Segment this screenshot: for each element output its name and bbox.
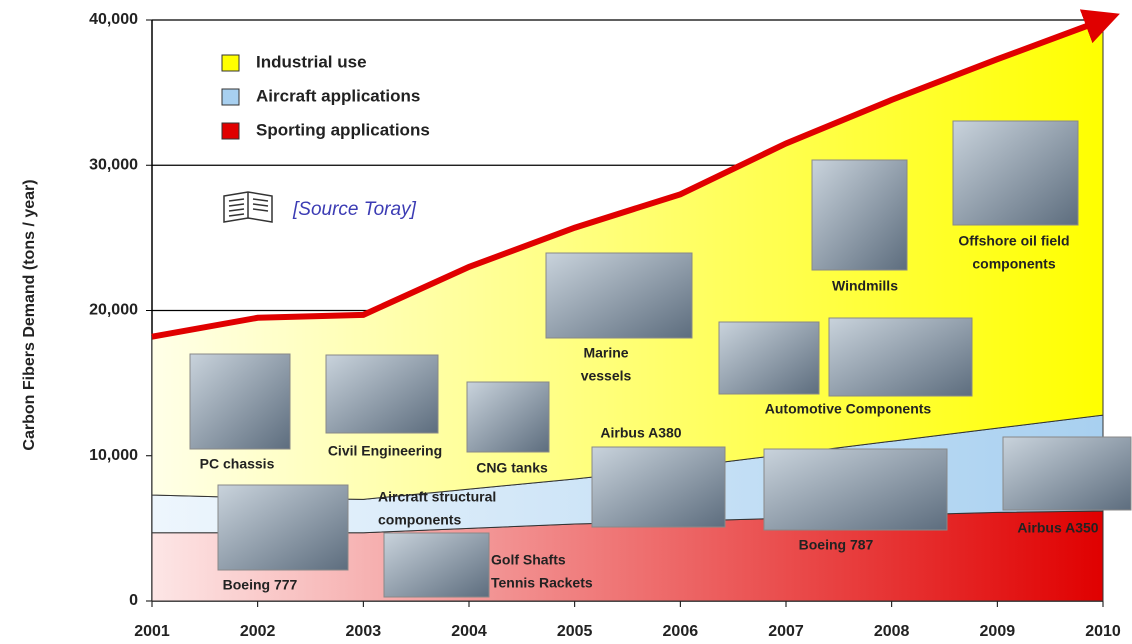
photo-placeholder <box>466 381 550 453</box>
legend-label: Sporting applications <box>256 120 430 139</box>
legend-swatch <box>221 54 240 72</box>
photo-placeholder <box>1002 436 1132 511</box>
source-note: [Source Toray] <box>292 199 417 220</box>
annotation: Windmills <box>832 278 898 294</box>
x-tick-label: 2008 <box>874 623 910 640</box>
annotation: Airbus A350 <box>1017 520 1098 536</box>
legend-swatch <box>221 122 240 140</box>
photo-placeholder <box>189 353 291 450</box>
x-tick-label: 2001 <box>134 623 170 640</box>
photo-placeholder <box>952 120 1079 226</box>
annotation: components <box>972 256 1055 272</box>
x-tick-label: 2005 <box>557 623 593 640</box>
annotation: vessels <box>581 368 632 384</box>
y-tick-label: 40,000 <box>89 11 138 28</box>
annotation: PC chassis <box>200 456 275 472</box>
x-tick-label: 2002 <box>240 623 276 640</box>
photo-placeholder <box>828 317 973 397</box>
x-tick-label: 2009 <box>980 623 1016 640</box>
legend-swatch <box>221 88 240 106</box>
annotation: Civil Engineering <box>328 443 442 459</box>
annotation: CNG tanks <box>476 460 548 476</box>
photo-placeholder <box>718 321 820 395</box>
book-icon <box>223 191 273 223</box>
y-tick-label: 20,000 <box>89 302 138 319</box>
x-tick-label: 2010 <box>1085 623 1121 640</box>
annotation: Offshore oil field <box>958 233 1069 249</box>
x-tick-label: 2006 <box>663 623 699 640</box>
y-axis-label: Carbon Fibers Demand (tons / year) <box>21 179 38 450</box>
trend-arrow <box>151 9 1120 340</box>
photo-placeholder <box>591 446 726 528</box>
y-tick-label: 10,000 <box>89 447 138 464</box>
photo-placeholder <box>383 532 490 598</box>
annotation: Automotive Components <box>765 401 932 417</box>
annotation: Aircraft structural <box>378 489 496 505</box>
legend-label: Industrial use <box>256 52 367 71</box>
x-tick-label: 2004 <box>451 623 487 640</box>
photo-placeholder <box>325 354 439 434</box>
photo-placeholder <box>217 484 349 571</box>
photo-placeholder <box>545 252 693 339</box>
annotation: Boeing 777 <box>223 577 298 593</box>
y-tick-label: 0 <box>129 592 138 609</box>
annotation: Marine <box>583 345 628 361</box>
annotation: Airbus A380 <box>600 425 681 441</box>
x-tick-label: 2003 <box>346 623 382 640</box>
annotation: Golf Shafts <box>491 552 566 568</box>
legend-label: Aircraft applications <box>256 86 420 105</box>
photo-placeholder <box>811 159 908 271</box>
annotation: Tennis Rackets <box>491 575 593 591</box>
x-tick-label: 2007 <box>768 623 804 640</box>
photo-placeholder <box>763 448 948 531</box>
y-tick-label: 30,000 <box>89 156 138 173</box>
annotation: Boeing 787 <box>799 537 874 553</box>
annotation: components <box>378 512 461 528</box>
